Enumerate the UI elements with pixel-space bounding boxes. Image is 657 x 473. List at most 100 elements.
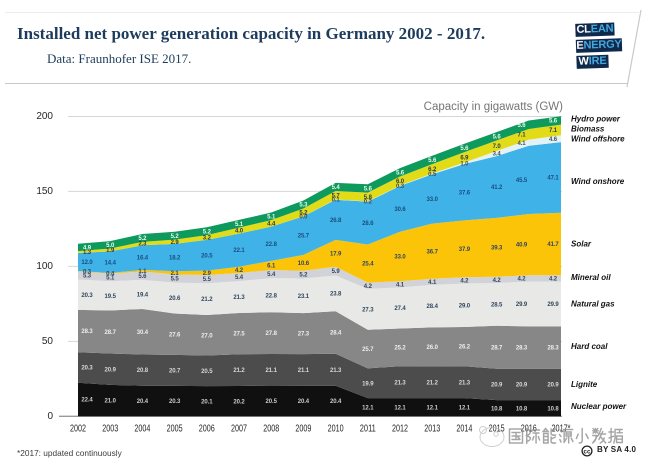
svg-text:1.0: 1.0 [460, 161, 469, 167]
svg-text:Natural gas: Natural gas [571, 300, 615, 309]
svg-text:200: 200 [36, 111, 53, 122]
svg-text:12.1: 12.1 [459, 405, 471, 411]
svg-text:Nuclear power: Nuclear power [571, 402, 627, 411]
svg-text:29.9: 29.9 [516, 302, 528, 308]
svg-text:21.1: 21.1 [298, 368, 310, 374]
svg-text:27.8: 27.8 [266, 331, 278, 337]
svg-text:28.7: 28.7 [491, 345, 503, 351]
svg-text:20.8: 20.8 [137, 368, 149, 374]
svg-text:45.5: 45.5 [516, 178, 528, 184]
svg-text:0.1: 0.1 [332, 198, 341, 204]
svg-text:4.1: 4.1 [396, 282, 405, 288]
svg-text:18.2: 18.2 [169, 256, 181, 262]
svg-text:5.2: 5.2 [138, 236, 147, 242]
svg-text:23.1: 23.1 [298, 294, 310, 300]
svg-text:4.6: 4.6 [549, 137, 558, 143]
svg-text:20.9: 20.9 [491, 383, 503, 389]
svg-text:7.0: 7.0 [493, 144, 502, 150]
svg-text:5.6: 5.6 [549, 119, 558, 125]
svg-text:5.6: 5.6 [460, 146, 469, 152]
svg-text:4.1: 4.1 [428, 280, 437, 286]
svg-text:2013: 2013 [424, 423, 440, 435]
svg-text:2009: 2009 [295, 423, 311, 435]
svg-text:4.2: 4.2 [493, 278, 502, 284]
svg-text:10.8: 10.8 [516, 406, 528, 412]
svg-text:33.0: 33.0 [394, 255, 406, 261]
svg-text:19.5: 19.5 [105, 294, 117, 300]
svg-text:28.7: 28.7 [105, 330, 117, 336]
svg-text:27.0: 27.0 [201, 333, 213, 339]
svg-text:2008: 2008 [263, 423, 279, 435]
svg-text:5.3: 5.3 [83, 274, 92, 280]
svg-text:26.8: 26.8 [330, 218, 342, 224]
svg-text:20.5: 20.5 [266, 399, 278, 405]
svg-text:5.6: 5.6 [517, 123, 526, 129]
svg-text:0.3: 0.3 [396, 184, 405, 190]
svg-text:41.7: 41.7 [547, 242, 559, 248]
svg-text:4.2: 4.2 [235, 268, 244, 274]
svg-text:0.5: 0.5 [428, 172, 437, 178]
svg-text:Biomass: Biomass [571, 125, 605, 134]
svg-text:2016: 2016 [521, 423, 537, 435]
svg-text:20.9: 20.9 [547, 383, 559, 389]
svg-text:39.3: 39.3 [491, 245, 503, 251]
svg-text:7.1: 7.1 [549, 128, 558, 134]
svg-text:4.9: 4.9 [83, 246, 92, 252]
svg-text:1.3: 1.3 [83, 250, 92, 256]
svg-text:5.6: 5.6 [396, 170, 405, 176]
svg-text:Lignite: Lignite [571, 380, 598, 389]
svg-text:5.2: 5.2 [299, 273, 308, 279]
svg-text:4.2: 4.2 [549, 276, 558, 282]
svg-text:2006: 2006 [199, 423, 215, 435]
svg-text:3.4: 3.4 [493, 152, 502, 158]
svg-text:2004: 2004 [134, 423, 150, 435]
svg-text:27.4: 27.4 [394, 306, 406, 312]
svg-text:23.8: 23.8 [330, 291, 342, 297]
svg-text:47.1: 47.1 [547, 176, 559, 182]
svg-text:22.8: 22.8 [266, 242, 278, 248]
svg-text:10.6: 10.6 [298, 261, 310, 267]
svg-text:12.0: 12.0 [81, 260, 93, 266]
svg-text:2002: 2002 [70, 423, 86, 435]
svg-text:28.4: 28.4 [330, 331, 342, 337]
svg-text:37.9: 37.9 [459, 247, 471, 253]
svg-text:28.3: 28.3 [81, 329, 93, 335]
svg-text:21.3: 21.3 [394, 380, 406, 386]
svg-text:22.8: 22.8 [266, 293, 278, 299]
svg-text:5.6: 5.6 [493, 134, 502, 140]
svg-text:5.1: 5.1 [267, 214, 276, 220]
svg-text:1.1: 1.1 [138, 269, 147, 275]
svg-text:4.1: 4.1 [517, 141, 526, 147]
svg-text:21.2: 21.2 [427, 380, 439, 386]
svg-text:19.9: 19.9 [362, 381, 374, 387]
svg-text:Capacity in gigawatts (GW): Capacity in gigawatts (GW) [424, 101, 563, 113]
svg-text:5.4: 5.4 [235, 275, 244, 281]
svg-text:5.7: 5.7 [332, 193, 341, 199]
svg-text:2011: 2011 [360, 423, 376, 435]
svg-text:0.4: 0.4 [106, 271, 115, 277]
svg-text:5.2: 5.2 [299, 210, 308, 216]
svg-text:0.3: 0.3 [83, 269, 92, 275]
svg-text:5.6: 5.6 [364, 187, 373, 193]
svg-text:100: 100 [36, 261, 53, 272]
svg-text:Solar: Solar [571, 240, 592, 249]
svg-text:20.6: 20.6 [169, 296, 181, 302]
svg-text:0: 0 [47, 411, 53, 422]
svg-text:25.2: 25.2 [394, 345, 406, 351]
svg-text:7.1: 7.1 [517, 132, 526, 138]
svg-text:30.6: 30.6 [394, 207, 406, 213]
svg-text:5.1: 5.1 [235, 222, 244, 228]
svg-text:12.1: 12.1 [394, 405, 406, 411]
svg-text:Mineral oil: Mineral oil [571, 273, 611, 282]
svg-text:28.3: 28.3 [547, 346, 559, 352]
svg-text:6.9: 6.9 [460, 155, 469, 161]
svg-text:40.9: 40.9 [516, 243, 528, 249]
svg-text:21.2: 21.2 [201, 297, 213, 303]
svg-text:21.2: 21.2 [233, 368, 245, 374]
svg-text:Hard coal: Hard coal [571, 342, 608, 351]
svg-text:20.1: 20.1 [201, 399, 213, 405]
svg-text:0.2: 0.2 [364, 200, 373, 206]
svg-text:5.2: 5.2 [171, 234, 180, 240]
svg-text:26.2: 26.2 [459, 345, 471, 351]
svg-text:33.0: 33.0 [427, 197, 439, 203]
